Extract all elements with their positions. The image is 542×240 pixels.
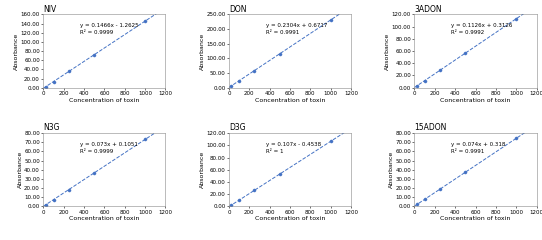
Point — [436, 68, 444, 72]
X-axis label: Concentration of toxin: Concentration of toxin — [440, 97, 511, 102]
Point — [421, 198, 429, 201]
Point — [90, 171, 99, 175]
Text: N3G: N3G — [43, 123, 60, 132]
Point — [436, 187, 444, 191]
Text: DON: DON — [229, 5, 247, 14]
Y-axis label: Absorbance: Absorbance — [14, 32, 20, 70]
Point — [512, 136, 520, 140]
Text: 15ADON: 15ADON — [415, 123, 447, 132]
Point — [64, 188, 73, 192]
Point — [235, 79, 243, 83]
Y-axis label: Absorbance: Absorbance — [200, 32, 205, 70]
Text: y = 0.107x - 0.4538
R² = 1: y = 0.107x - 0.4538 R² = 1 — [266, 142, 321, 154]
Point — [42, 203, 50, 207]
Point — [90, 53, 99, 57]
Y-axis label: Absorbance: Absorbance — [385, 32, 390, 70]
Point — [461, 170, 470, 174]
Text: y = 0.1466x - 1.2625
R² = 0.9999: y = 0.1466x - 1.2625 R² = 0.9999 — [80, 23, 139, 35]
Y-axis label: Absorbance: Absorbance — [389, 151, 394, 188]
Point — [49, 80, 58, 84]
X-axis label: Concentration of toxin: Concentration of toxin — [69, 216, 140, 221]
Point — [512, 17, 520, 21]
Point — [326, 139, 335, 143]
X-axis label: Concentration of toxin: Concentration of toxin — [255, 216, 325, 221]
Point — [275, 52, 284, 56]
Point — [275, 172, 284, 176]
Point — [227, 84, 236, 88]
Point — [461, 51, 470, 55]
Point — [250, 188, 259, 192]
Point — [412, 203, 421, 206]
Point — [250, 69, 259, 72]
Point — [64, 70, 73, 73]
Text: y = 0.073x + 0.1051
R² = 0.9999: y = 0.073x + 0.1051 R² = 0.9999 — [80, 142, 138, 154]
X-axis label: Concentration of toxin: Concentration of toxin — [440, 216, 511, 221]
Text: 3ADON: 3ADON — [415, 5, 442, 14]
Point — [42, 85, 50, 89]
Point — [412, 84, 421, 88]
Text: y = 0.1126x + 0.3126
R² = 0.9992: y = 0.1126x + 0.3126 R² = 0.9992 — [451, 23, 513, 35]
Point — [49, 198, 58, 202]
Point — [141, 138, 150, 141]
Y-axis label: Absorbance: Absorbance — [18, 151, 23, 188]
Y-axis label: Absorbance: Absorbance — [200, 151, 205, 188]
Point — [141, 19, 150, 23]
X-axis label: Concentration of toxin: Concentration of toxin — [255, 97, 325, 102]
X-axis label: Concentration of toxin: Concentration of toxin — [69, 97, 140, 102]
Text: D3G: D3G — [229, 123, 246, 132]
Point — [235, 198, 243, 202]
Text: y = 0.2304x + 0.6717
R² = 0.9991: y = 0.2304x + 0.6717 R² = 0.9991 — [266, 23, 327, 35]
Text: NIV: NIV — [43, 5, 56, 14]
Point — [326, 18, 335, 22]
Point — [227, 203, 236, 207]
Text: y = 0.074x + 0.318
R² = 0.9991: y = 0.074x + 0.318 R² = 0.9991 — [451, 142, 506, 154]
Point — [421, 79, 429, 83]
